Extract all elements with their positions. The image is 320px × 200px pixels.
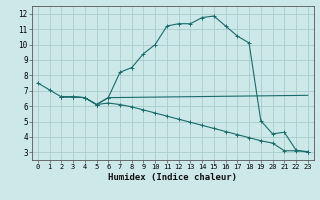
X-axis label: Humidex (Indice chaleur): Humidex (Indice chaleur) [108,173,237,182]
